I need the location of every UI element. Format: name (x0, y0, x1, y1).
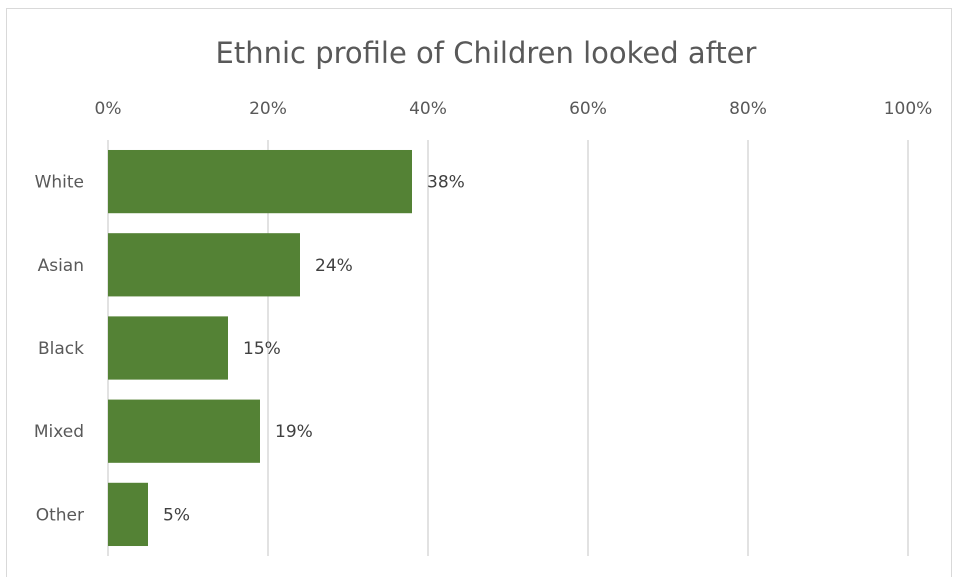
bar (108, 233, 300, 297)
bar (108, 399, 260, 463)
category-label: Black (38, 339, 84, 359)
x-tick-label: 80% (729, 99, 767, 119)
data-label: 15% (243, 339, 281, 359)
x-tick-label: 0% (95, 99, 122, 119)
x-tick-label: 60% (569, 99, 607, 119)
data-label: 24% (315, 256, 353, 276)
x-axis-tick-labels: 0% 20% 40% 60% 80% 100% (95, 99, 933, 119)
category-label: Mixed (34, 422, 84, 442)
category-label: Other (36, 505, 84, 525)
bar (108, 316, 228, 380)
category-label: White (35, 173, 84, 193)
chart-title: Ethnic profile of Children looked after (216, 36, 757, 70)
x-tick-label: 20% (249, 99, 287, 119)
data-label: 38% (427, 173, 465, 193)
category-labels: White Asian Black Mixed Other (34, 173, 84, 526)
data-label: 19% (275, 422, 313, 442)
x-tick-label: 100% (884, 99, 933, 119)
data-label: 5% (163, 505, 190, 525)
bar (108, 149, 412, 214)
category-label: Asian (38, 256, 84, 276)
bars (108, 149, 412, 547)
bar (108, 482, 148, 547)
x-tick-label: 40% (409, 99, 447, 119)
data-labels: 38% 24% 15% 19% 5% (163, 173, 465, 526)
